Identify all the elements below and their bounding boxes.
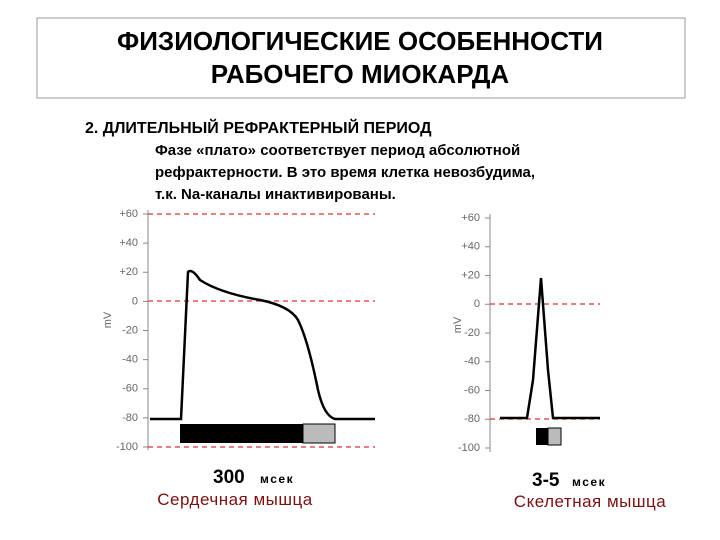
tick-label: -60	[122, 383, 138, 395]
tick-label: -60	[464, 384, 480, 396]
text-line: рефрактерности. В это время клетка невоз…	[155, 164, 535, 181]
cardiac-plot: mV 300 мсек Сердечная мышца	[102, 210, 375, 509]
tick-label: +20	[119, 266, 138, 278]
tick-label: +60	[461, 212, 480, 224]
axis-label: mV	[102, 311, 114, 328]
rel-refractory	[547, 427, 562, 446]
tick-label: +40	[119, 237, 138, 249]
tick-label: +60	[119, 208, 138, 220]
caption: Сердечная мышца	[157, 490, 313, 509]
duration: 300	[213, 467, 245, 488]
tick-label: 0	[132, 295, 138, 307]
tick-label: -20	[464, 327, 480, 339]
action-potential	[500, 277, 600, 420]
tick-label: 0	[474, 298, 480, 310]
title: РАБОЧЕГО МИОКАРДА	[211, 59, 510, 89]
tick-label: +40	[461, 241, 480, 253]
rel-refractory	[302, 423, 336, 444]
abs-refractory	[180, 424, 303, 443]
tick-label: -80	[122, 412, 138, 424]
tick-label: -40	[122, 354, 138, 366]
text-line: т.к. Na-каналы инактивированы.	[155, 186, 396, 203]
action-potential	[150, 269, 375, 421]
tick-label: +20	[461, 269, 480, 281]
tick-label: -80	[464, 413, 480, 425]
heading: 2. ДЛИТЕЛЬНЫЙ РЕФРАКТЕРНЫЙ ПЕРИОД	[85, 118, 432, 137]
tick-label: -100	[458, 442, 480, 454]
unit: мсек	[260, 472, 294, 486]
title: ФИЗИОЛОГИЧЕСКИЕ ОСОБЕННОСТИ	[117, 26, 603, 56]
unit: мсек	[572, 475, 606, 489]
abs-refractory	[536, 428, 548, 445]
duration: 3-5	[532, 470, 560, 491]
title-box	[36, 17, 686, 99]
tick-label: -20	[122, 324, 138, 336]
tick-label: -100	[116, 441, 138, 453]
axis-label: mV	[452, 316, 464, 333]
text-line: Фазе «плато» соответствует период абсолю…	[155, 142, 520, 159]
tick-label: -40	[464, 356, 480, 368]
skeletal-plot: mV 3-5 мсек Скелетная мышца	[452, 214, 666, 511]
caption: Скелетная мышца	[514, 492, 666, 511]
